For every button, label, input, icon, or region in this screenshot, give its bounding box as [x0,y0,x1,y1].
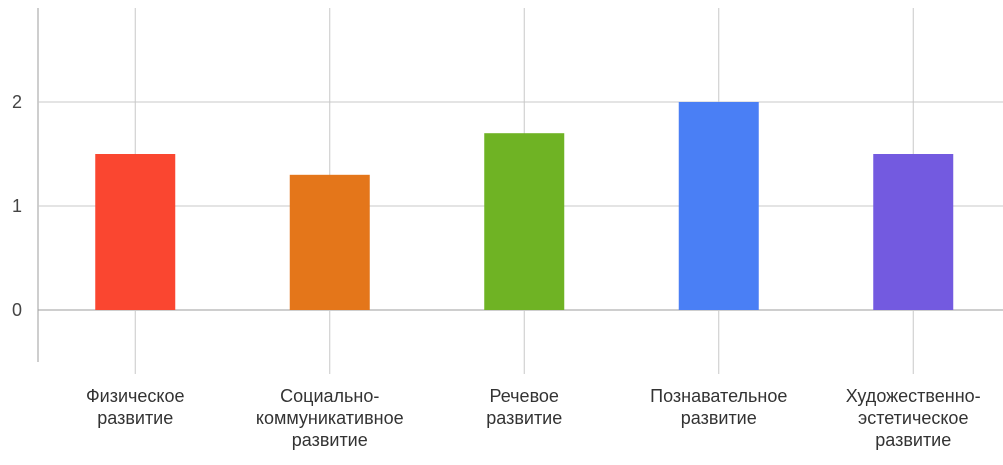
y-tick-label: 1 [12,196,22,216]
y-tick-label: 0 [12,300,22,320]
x-category-label-line: развитие [681,408,757,428]
x-category-label-line: развитие [292,430,368,450]
bar [484,133,565,310]
x-category-label: Познавательное развитие [650,386,787,428]
x-category-label-line: Речевое [490,386,559,406]
x-category-label: Художественно-эстетическое развитие [846,386,981,450]
x-category-label: Физическое развитие [86,386,185,428]
x-category-label-line: эстетическое [858,408,968,428]
bar [95,154,176,310]
x-category-label: Речевое развитие [486,386,562,428]
x-category-label: Социально-коммуникативное развитие [256,386,404,450]
x-category-label-line: развитие [97,408,173,428]
x-category-label-line: коммуникативное [256,408,404,428]
x-category-label-line: развитие [875,430,951,450]
x-category-label-line: Физическое [86,386,185,406]
x-category-label-line: Художественно- [846,386,981,406]
x-category-label-line: Познавательное [650,386,787,406]
bar [678,102,759,310]
bar [289,174,370,310]
bars-layer [95,102,954,310]
x-category-label-line: Социально- [280,386,379,406]
bar [873,154,954,310]
x-category-label-line: развитие [486,408,562,428]
y-tick-label: 2 [12,92,22,112]
